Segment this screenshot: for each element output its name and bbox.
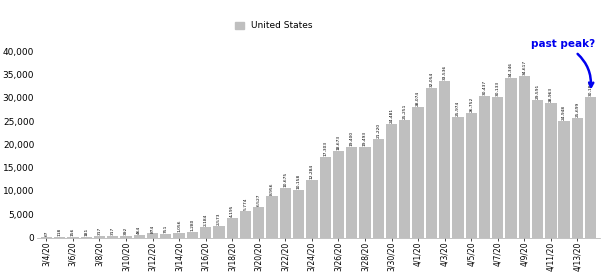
Bar (386, 124, 397, 238)
Text: 1,056: 1,056 (177, 219, 181, 232)
Bar (174, 233, 185, 238)
Bar (572, 118, 583, 238)
Text: 26,752: 26,752 (469, 97, 473, 112)
Text: 25,251: 25,251 (403, 104, 407, 119)
Text: 2,184: 2,184 (203, 214, 208, 226)
Bar (465, 113, 477, 238)
Text: 30,182: 30,182 (589, 81, 593, 96)
Text: 33,536: 33,536 (443, 65, 446, 81)
Bar (253, 207, 264, 238)
Bar (426, 88, 437, 238)
Bar (346, 147, 357, 238)
Text: 10,675: 10,675 (283, 172, 287, 187)
Text: 874: 874 (150, 224, 155, 233)
Text: past peak?: past peak? (531, 39, 595, 87)
Text: 25,974: 25,974 (456, 100, 460, 116)
Bar (121, 236, 132, 238)
Text: 1,280: 1,280 (191, 218, 194, 231)
Text: 12,284: 12,284 (310, 164, 314, 179)
Bar (439, 81, 450, 238)
Text: 2,573: 2,573 (217, 212, 221, 225)
Text: 118: 118 (58, 228, 62, 236)
Text: 32,054: 32,054 (429, 72, 434, 87)
Bar (133, 235, 145, 238)
Text: 67: 67 (44, 231, 48, 236)
Bar (519, 76, 530, 238)
Bar (213, 226, 225, 238)
Bar (41, 237, 52, 238)
Text: 5,774: 5,774 (244, 197, 247, 210)
Text: 464: 464 (137, 226, 141, 235)
Text: 751: 751 (164, 225, 168, 233)
Bar (320, 157, 331, 238)
Text: 30,437: 30,437 (482, 80, 487, 95)
Text: 17,303: 17,303 (323, 141, 327, 156)
Text: 28,074: 28,074 (416, 91, 420, 106)
Text: 392: 392 (124, 227, 128, 235)
Text: 24,481: 24,481 (390, 107, 393, 122)
Bar (558, 121, 570, 238)
Bar (266, 196, 278, 238)
Bar (67, 237, 79, 238)
Bar (94, 236, 105, 238)
Text: 21,220: 21,220 (376, 123, 380, 138)
Bar (479, 96, 490, 238)
Text: 30,133: 30,133 (496, 81, 500, 96)
Text: 18,673: 18,673 (336, 135, 340, 150)
Bar (505, 78, 516, 238)
Bar (227, 218, 238, 238)
Text: 10,158: 10,158 (297, 174, 301, 189)
Text: 29,591: 29,591 (535, 84, 540, 99)
Text: 181: 181 (84, 227, 88, 236)
Bar (306, 180, 317, 238)
Bar (585, 97, 596, 238)
Text: 317: 317 (111, 227, 114, 235)
Text: 24,948: 24,948 (562, 105, 566, 121)
Bar (399, 120, 410, 238)
Bar (147, 233, 158, 238)
Legend: United States: United States (231, 18, 316, 34)
Bar (452, 116, 463, 238)
Bar (80, 237, 92, 238)
Bar (54, 237, 65, 238)
Text: 34,617: 34,617 (523, 60, 526, 75)
Bar (333, 151, 344, 238)
Bar (160, 234, 172, 238)
Text: 8,956: 8,956 (270, 182, 274, 195)
Bar (412, 107, 424, 238)
Bar (280, 188, 291, 238)
Text: 19,493: 19,493 (363, 131, 367, 146)
Bar (373, 139, 384, 238)
Bar (107, 236, 118, 238)
Bar (532, 100, 543, 238)
Text: 4,195: 4,195 (230, 205, 234, 217)
Text: 156: 156 (71, 227, 75, 236)
Bar (187, 232, 198, 238)
Bar (200, 227, 211, 238)
Bar (492, 97, 504, 238)
Bar (545, 103, 557, 238)
Text: 19,400: 19,400 (350, 131, 354, 146)
Bar (293, 190, 304, 238)
Text: 34,346: 34,346 (509, 62, 513, 77)
Text: 317: 317 (97, 227, 102, 235)
Text: 25,699: 25,699 (576, 102, 579, 117)
Text: 28,963: 28,963 (549, 87, 553, 102)
Text: 6,527: 6,527 (257, 194, 261, 206)
Bar (240, 211, 251, 238)
Bar (359, 147, 371, 238)
